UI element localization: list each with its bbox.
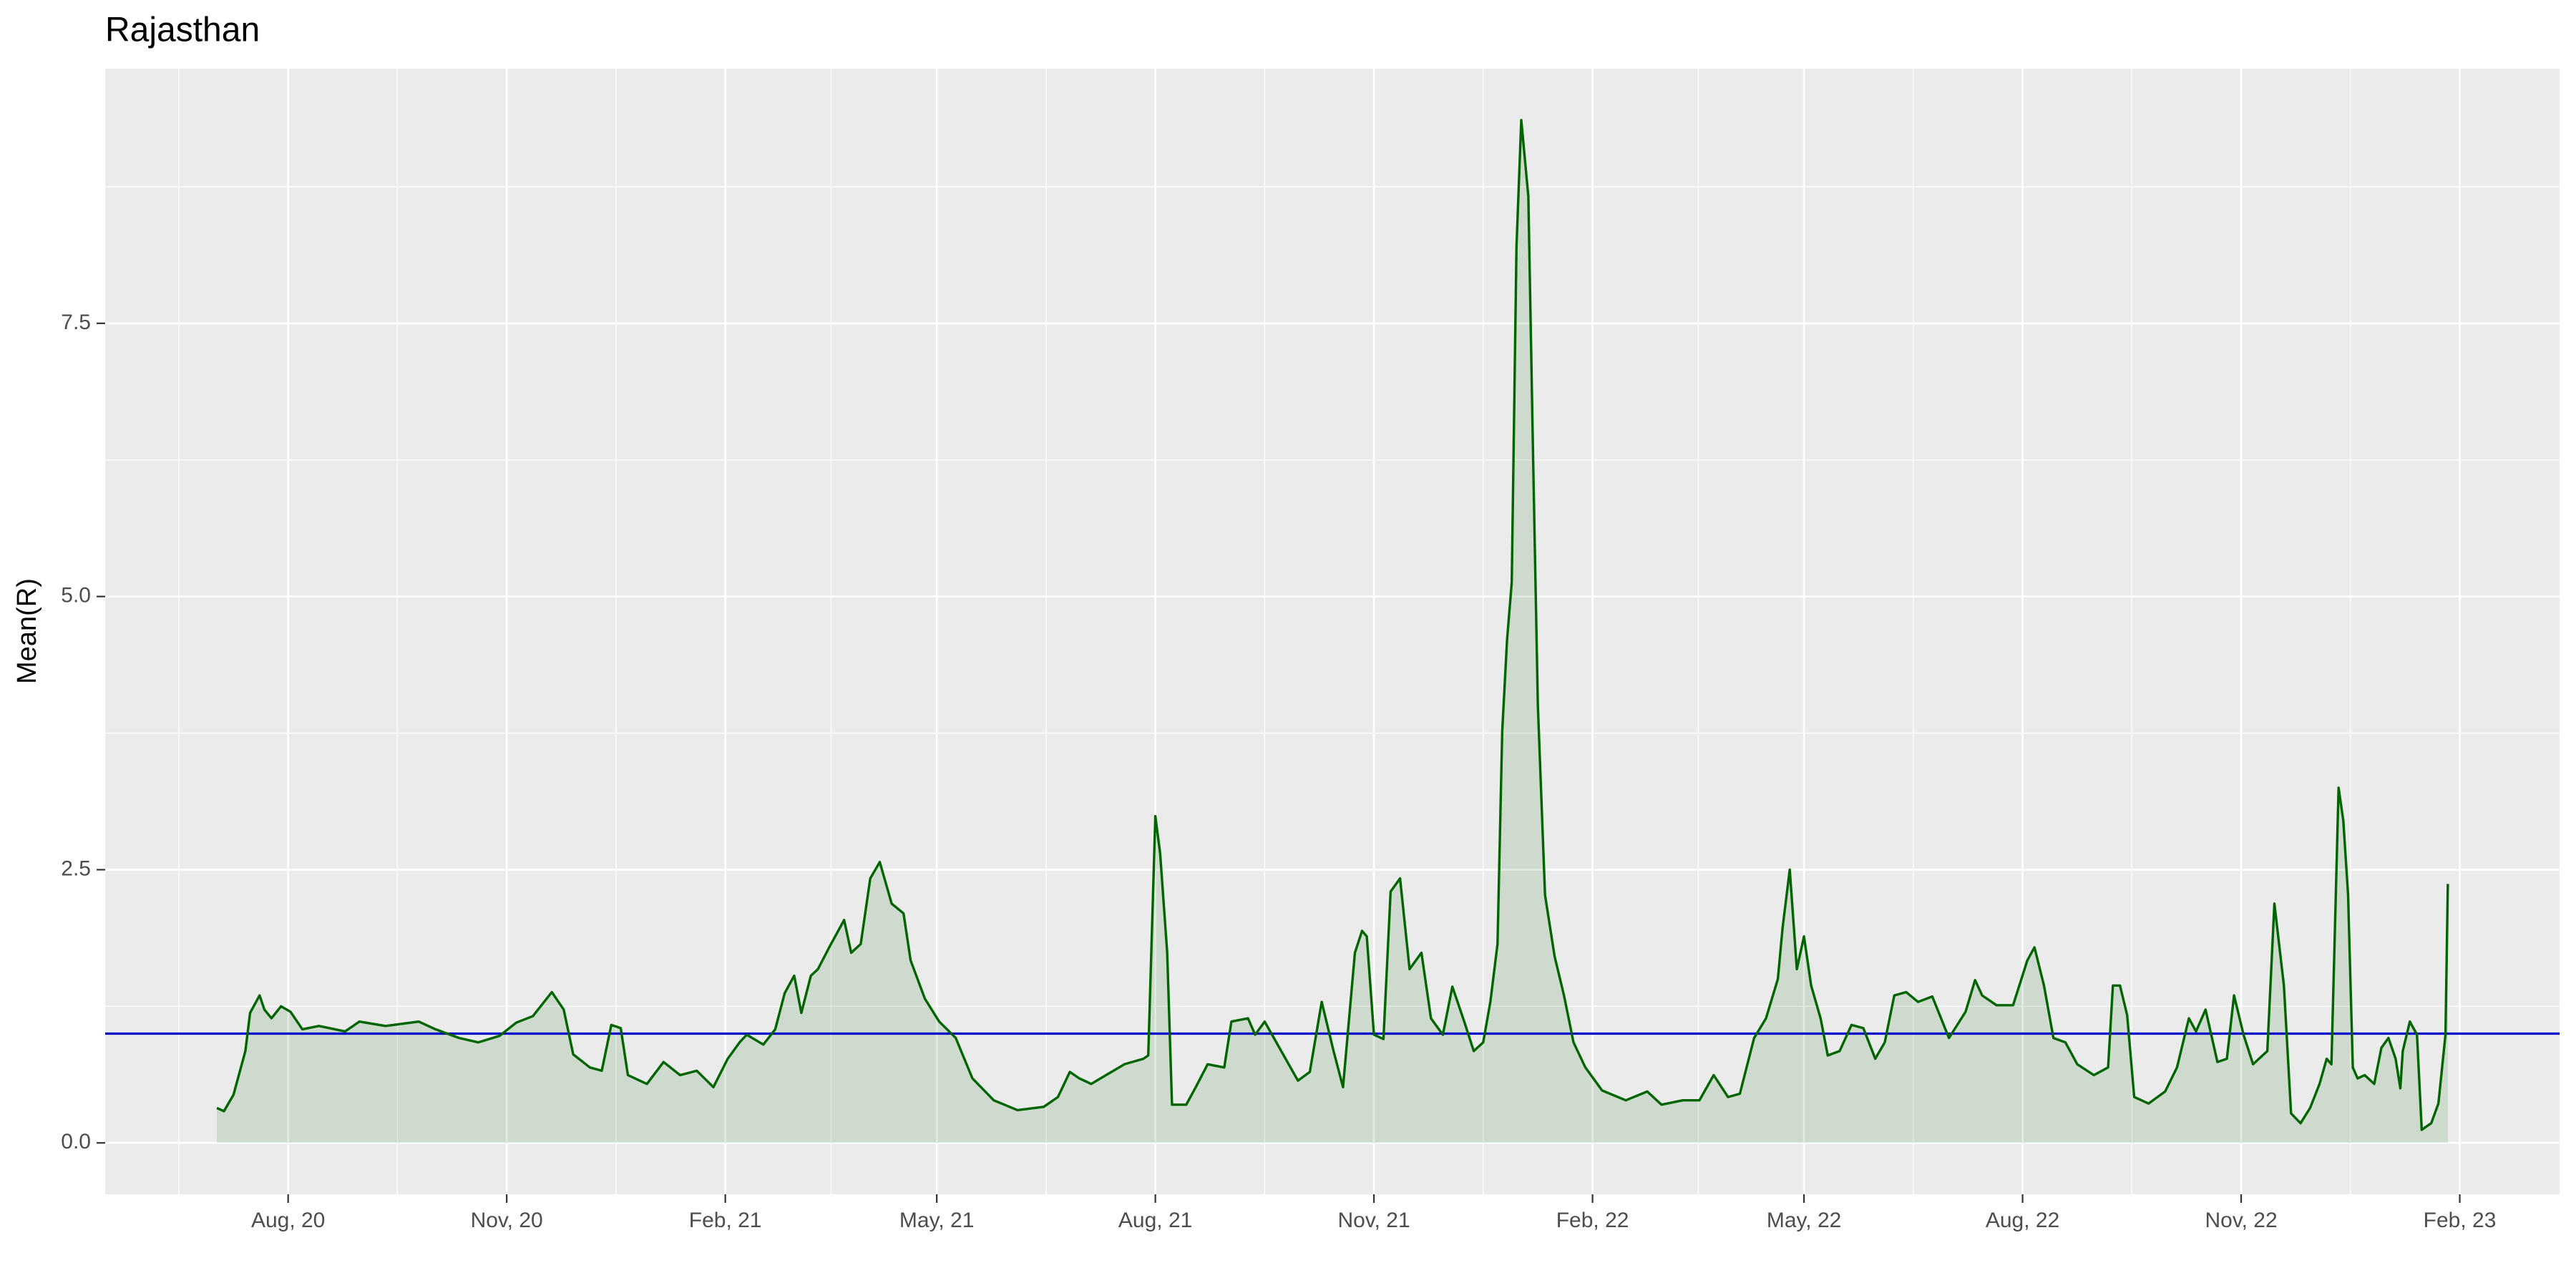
line [216,119,2449,1131]
x-tick-label: Aug, 21 [1118,1209,1192,1232]
y-tick-label: 5.0 [61,584,91,608]
x-tick-label: Aug, 20 [251,1209,325,1232]
x-tick-label: Feb, 22 [1556,1209,1629,1232]
x-tick-label: Nov, 22 [2205,1209,2277,1232]
y-axis-label: Mean(R) [12,578,42,684]
x-tick-label: Aug, 22 [1986,1209,2059,1232]
y-tick-label: 0.0 [61,1130,91,1153]
x-tick-label: May, 21 [899,1209,975,1232]
y-tick-label: 7.5 [61,311,91,334]
y-tick-label: 2.5 [61,857,91,880]
chart-title: Rajasthan [105,11,260,49]
x-tick-label: Feb, 23 [2424,1209,2497,1232]
x-tick-label: Nov, 20 [471,1209,543,1232]
x-tick-label: Feb, 21 [689,1209,762,1232]
area [217,119,2448,1143]
x-tick-label: May, 22 [1767,1209,1842,1232]
x-tick-label: Nov, 21 [1338,1209,1410,1232]
